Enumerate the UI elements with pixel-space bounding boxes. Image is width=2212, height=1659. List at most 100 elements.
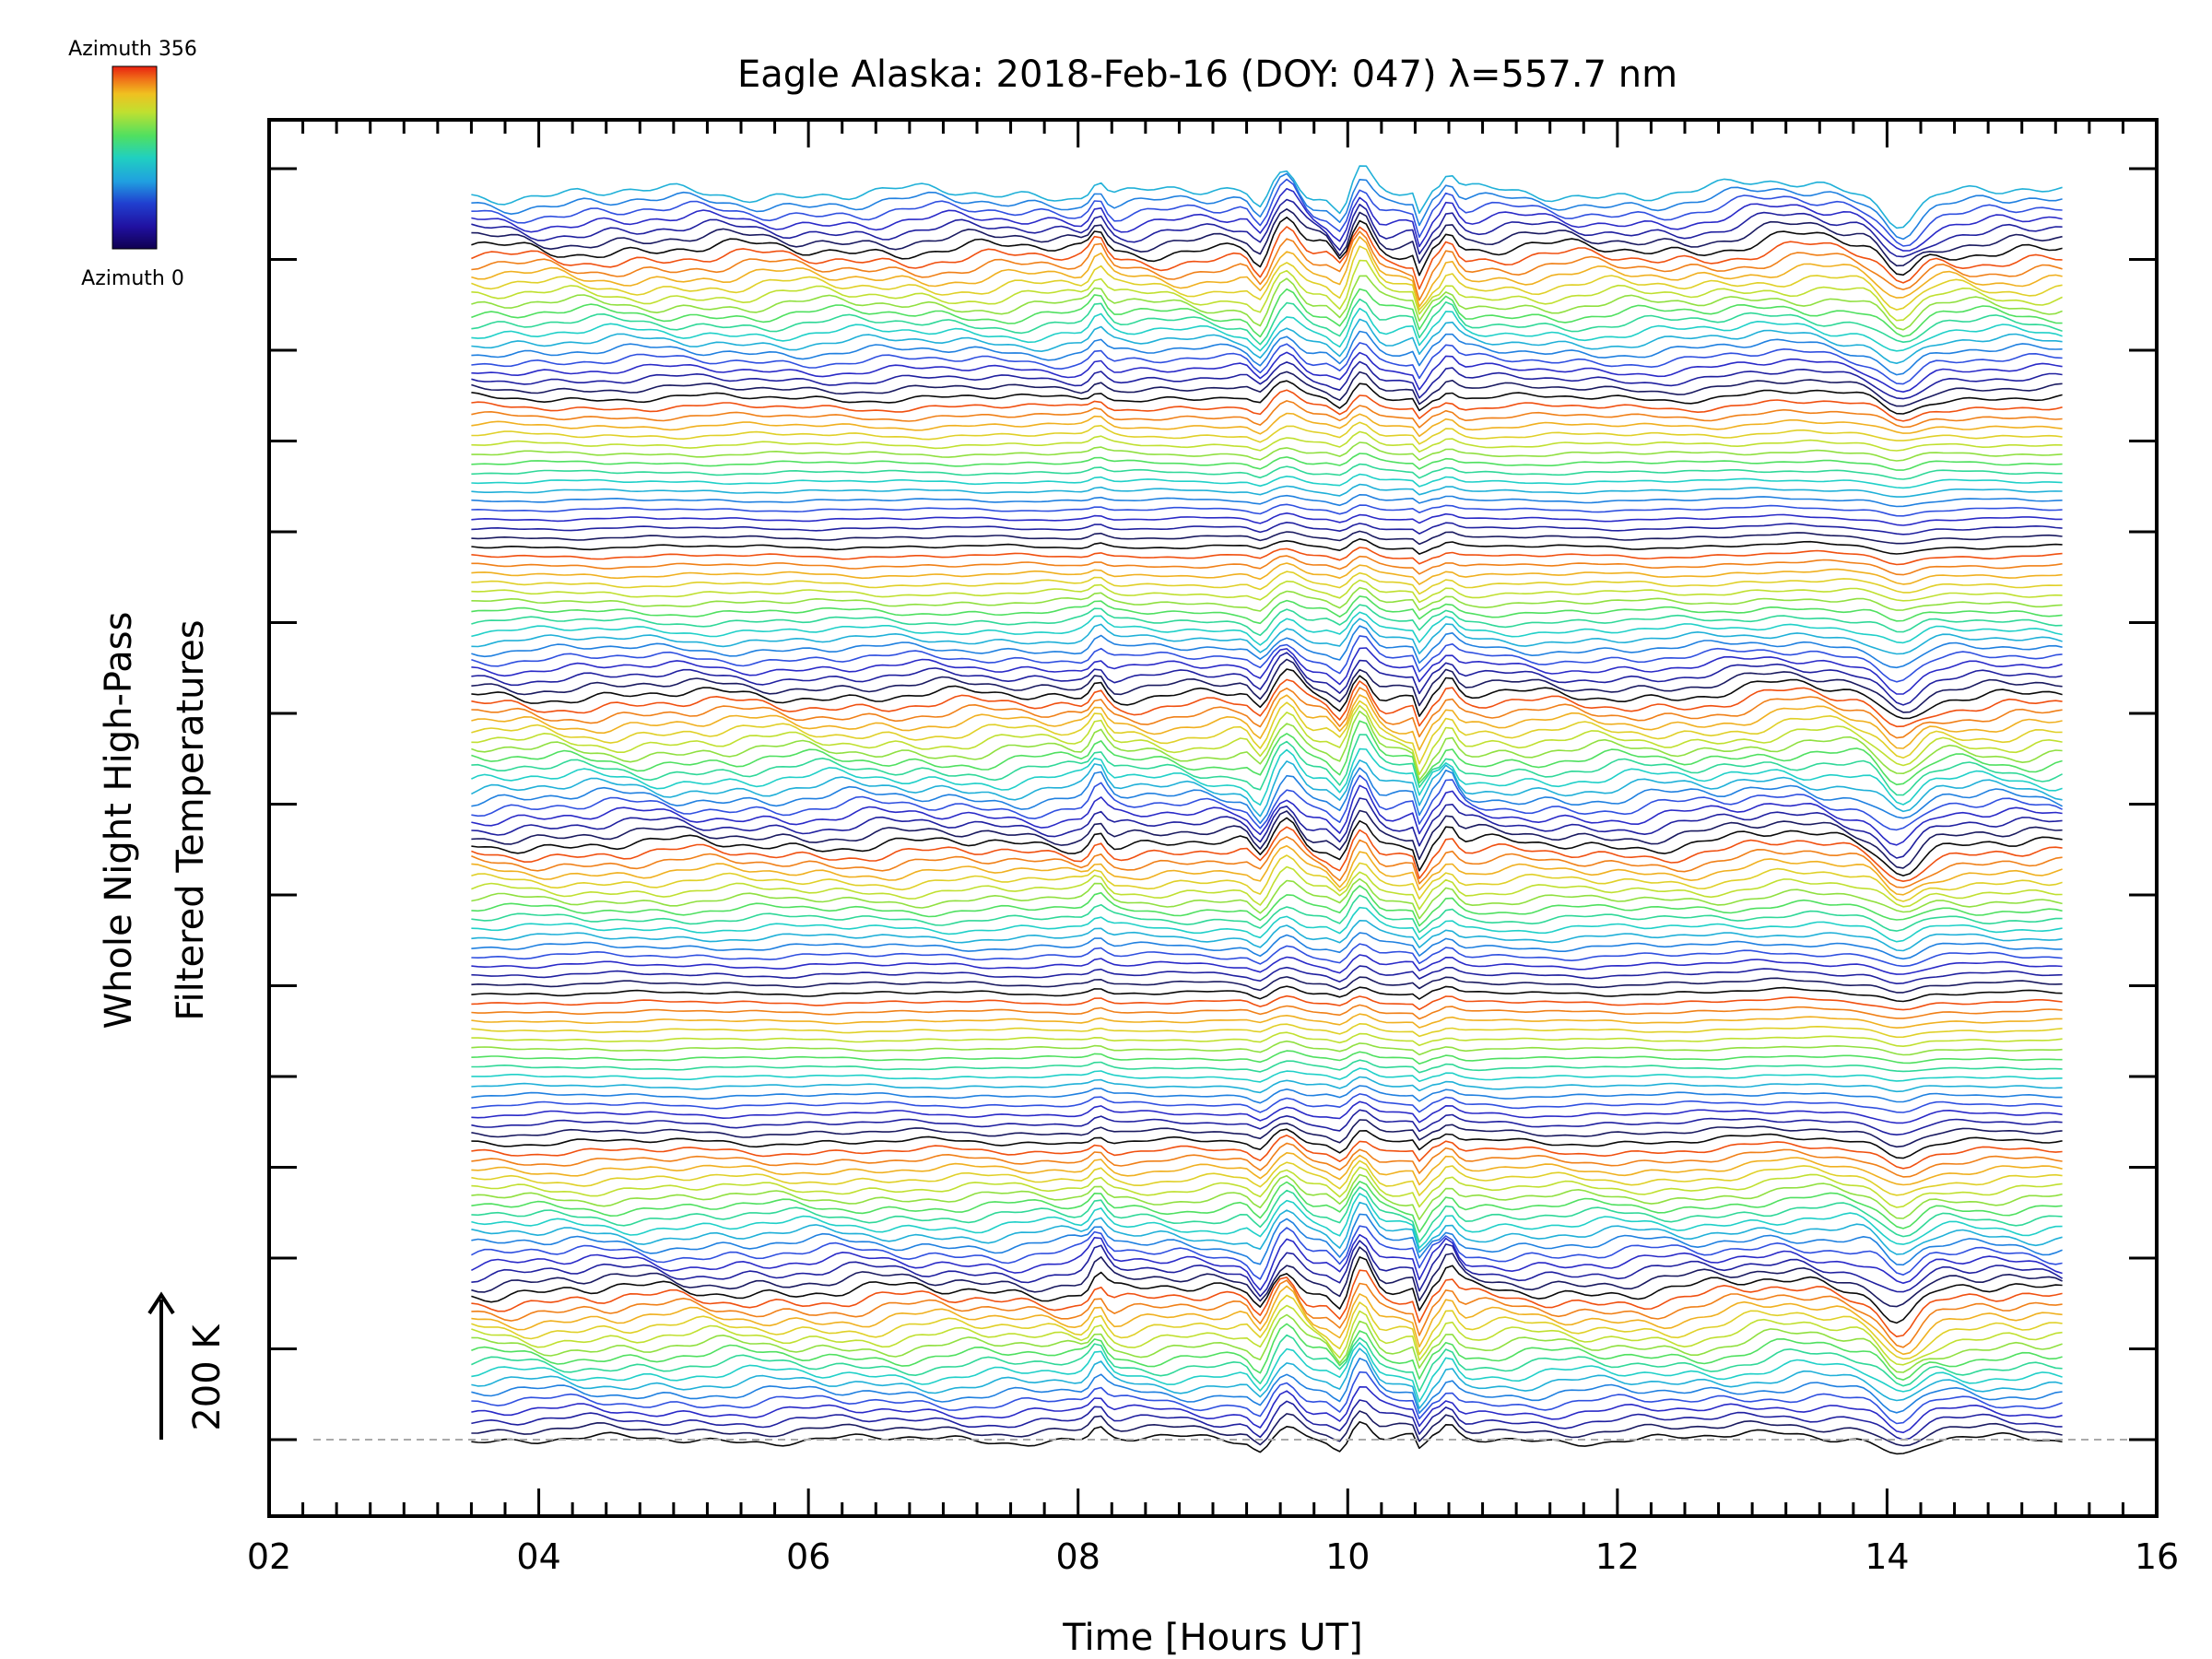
azimuth-trace: [471, 512, 2063, 526]
azimuth-trace: [471, 1119, 2063, 1148]
azimuth-trace: [471, 668, 2063, 720]
azimuth-trace: [471, 678, 2063, 728]
azimuth-trace: [471, 611, 2063, 646]
azimuth-trace: [471, 774, 2063, 831]
azimuth-trace: [471, 704, 2063, 776]
azimuth-trace: [471, 826, 2063, 882]
azimuth-trace: [471, 571, 2063, 595]
azimuth-trace: [471, 865, 2063, 911]
y-axis-label-line2: Filtered Temperatures: [170, 619, 212, 1020]
azimuth-trace: [471, 1067, 2063, 1083]
azimuth-trace: [471, 351, 2063, 393]
azimuth-trace: [471, 1240, 2064, 1298]
azimuth-trace: [471, 694, 2063, 751]
azimuth-trace: [471, 483, 2063, 498]
azimuth-trace: [471, 1256, 2063, 1324]
azimuth-trace: [471, 412, 2063, 438]
azimuth-trace: [471, 453, 2063, 471]
azimuth-trace: [471, 178, 2063, 247]
azimuth-trace: [471, 1323, 2063, 1381]
azimuth-trace: [471, 1371, 2063, 1425]
azimuth-trace: [471, 380, 2063, 415]
azimuth-trace: [471, 720, 2063, 786]
x-axis-label: Time [Hours UT]: [1062, 1617, 1362, 1659]
azimuth-trace: [471, 1347, 2063, 1409]
azimuth-trace: [471, 595, 2063, 625]
azimuth-trace: [471, 1269, 2063, 1337]
azimuth-trace: [471, 1050, 2063, 1065]
azimuth-trace: [471, 165, 2063, 229]
azimuth-trace: [471, 1152, 2063, 1186]
azimuth-trace: [471, 809, 2063, 869]
azimuth-trace: [471, 1193, 2063, 1249]
azimuth-trace: [471, 845, 2063, 896]
azimuth-trace: [471, 400, 2063, 429]
azimuth-trace: [471, 230, 2063, 301]
azimuth-trace: [471, 555, 2063, 576]
azimuth-trace: [471, 932, 2063, 960]
azimuth-trace: [471, 473, 2063, 489]
x-tick-label: 02: [247, 1536, 291, 1577]
azimuth-trace: [471, 298, 2063, 346]
azimuth-trace: [471, 330, 2063, 376]
azimuth-trace: [471, 307, 2063, 352]
azimuth-trace: [471, 747, 2063, 806]
azimuth-trace: [471, 1410, 2063, 1447]
azimuth-trace: [471, 994, 2063, 1011]
x-tick-labels: 02 04 06 08 10 12 14 16: [247, 1536, 2179, 1577]
azimuth-trace: [471, 1109, 2063, 1135]
azimuth-trace: [471, 965, 2063, 984]
azimuth-trace: [471, 759, 2063, 818]
azimuth-trace: [471, 430, 2063, 453]
scale-bar-arrowhead-icon: [147, 1291, 175, 1315]
azimuth-trace: [471, 943, 2063, 968]
azimuth-trace: [471, 226, 2063, 290]
azimuth-trace: [471, 562, 2063, 585]
x-tick-label: 10: [1325, 1536, 1370, 1577]
azimuth-trace: [471, 1128, 2063, 1159]
azimuth-trace: [471, 503, 2063, 517]
azimuth-trace: [471, 1334, 2063, 1393]
azimuth-trace: [471, 530, 2063, 546]
axis-ticks: [267, 120, 2159, 1516]
azimuth-trace: [471, 647, 2063, 695]
scale-bar-label: 200 K: [186, 1324, 229, 1431]
azimuth-trace: [471, 1313, 2063, 1373]
azimuth-trace: [471, 1279, 2063, 1348]
azimuth-trace: [471, 687, 2063, 739]
azimuth-trace: [471, 618, 2063, 655]
azimuth-trace: [471, 579, 2063, 604]
azimuth-trace: [471, 259, 2063, 322]
y-axis-label-line1: Whole Night High-Pass: [98, 612, 140, 1030]
x-tick-label: 16: [2135, 1536, 2179, 1577]
azimuth-trace: [471, 877, 2063, 920]
azimuth-trace: [471, 1085, 2063, 1104]
azimuth-trace: [471, 1201, 2063, 1255]
azimuth-trace: [471, 275, 2063, 331]
azimuth-trace: [471, 318, 2063, 364]
azimuth-trace: [471, 360, 2063, 400]
azimuth-trace: [471, 198, 2063, 258]
azimuth-trace: [471, 245, 2063, 311]
azimuth-trace: [471, 538, 2063, 555]
azimuth-trace: [471, 208, 2063, 267]
azimuth-trace: [471, 1225, 2063, 1280]
azimuth-trace: [471, 906, 2063, 943]
azimuth-trace: [471, 1004, 2063, 1020]
azimuth-trace: [471, 1173, 2063, 1220]
azimuth-trace: [471, 604, 2063, 637]
azimuth-trace: [471, 1142, 2063, 1178]
azimuth-trace: [471, 1013, 2063, 1029]
azimuth-trace: [471, 236, 2063, 308]
azimuth-trace: [471, 1342, 2063, 1403]
azimuth-trace: [471, 920, 2063, 952]
azimuth-trace: [471, 954, 2063, 975]
azimuth-trace: [471, 342, 2063, 385]
azimuth-trace: [471, 1186, 2063, 1243]
azimuth-trace: [471, 1093, 2063, 1113]
azimuth-trace: [471, 894, 2063, 934]
azimuth-trace: [471, 172, 2063, 241]
azimuth-trace: [471, 389, 2063, 422]
azimuth-trace: [471, 288, 2063, 338]
